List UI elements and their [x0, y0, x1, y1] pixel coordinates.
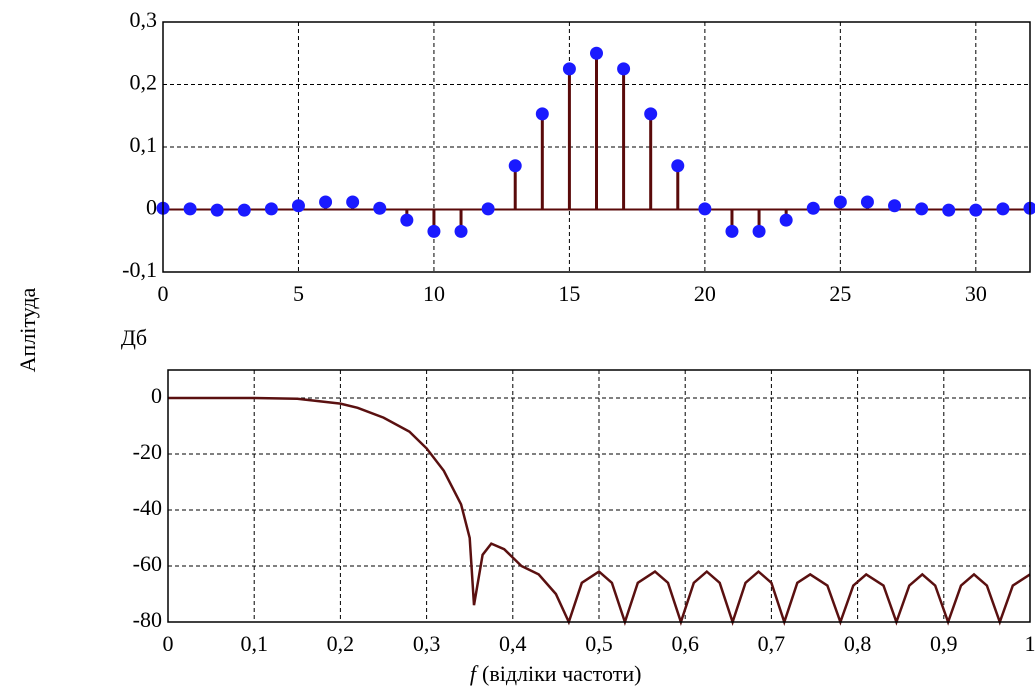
stem-marker: [454, 224, 468, 238]
plot-frame: [162, 21, 1031, 273]
x-tick-label: 0: [163, 631, 174, 656]
stem-marker: [942, 203, 956, 217]
x-tick-label: 10: [423, 281, 445, 306]
stem-marker: [860, 195, 874, 209]
stem-marker: [237, 203, 251, 217]
stem-marker: [264, 202, 278, 216]
stem-marker: [562, 62, 576, 76]
plot-frame: [167, 369, 1031, 623]
y-tick-label: 0,3: [130, 7, 158, 32]
stem-marker: [508, 159, 522, 173]
x-axis-label: (відліки частоти): [482, 661, 641, 686]
stem-marker: [400, 213, 414, 227]
x-tick-label: 15: [558, 281, 580, 306]
y-tick-label: -0,1: [122, 257, 157, 282]
stem-marker: [319, 195, 333, 209]
stem-marker: [969, 203, 983, 217]
stem-marker: [752, 224, 766, 238]
stem-marker: [698, 202, 712, 216]
x-tick-label: 5: [293, 281, 304, 306]
x-tick-label: 0,3: [413, 631, 441, 656]
stem-marker: [671, 159, 685, 173]
x-tick-label: 0,1: [240, 631, 268, 656]
stem-marker: [996, 202, 1010, 216]
stem-marker: [481, 202, 495, 216]
stem-marker: [915, 202, 929, 216]
stem-marker: [888, 199, 902, 213]
x-tick-label: 20: [694, 281, 716, 306]
stem-marker: [373, 201, 387, 215]
y-tick-label: -40: [133, 495, 162, 520]
x-tick-label: 0,7: [758, 631, 786, 656]
stem-marker: [779, 213, 793, 227]
x-tick-label: 0,2: [327, 631, 355, 656]
stem-marker: [183, 202, 197, 216]
stem-marker: [427, 224, 441, 238]
stem-marker: [346, 195, 360, 209]
stem-marker: [617, 62, 631, 76]
y-tick-label: -80: [133, 607, 162, 632]
stem-marker: [590, 46, 603, 60]
y-tick-label: 0: [151, 383, 162, 408]
x-tick-label: 0,9: [930, 631, 958, 656]
stem-marker: [535, 107, 549, 121]
x-tick-label: 0,6: [671, 631, 699, 656]
stem-marker: [725, 224, 739, 238]
response-line: [168, 396, 1031, 626]
stem-marker: [291, 199, 305, 213]
stem-marker: [210, 203, 224, 217]
y-tick-label: 0,1: [130, 132, 158, 157]
x-tick-label: 0,8: [844, 631, 872, 656]
x-axis-variable: f: [470, 661, 479, 686]
y-axis-unit: Дб: [121, 325, 147, 350]
y-tick-label: 0: [146, 195, 157, 220]
x-tick-label: 0: [158, 281, 169, 306]
stem-marker: [644, 107, 658, 121]
x-tick-label: 25: [829, 281, 851, 306]
x-tick-label: 1: [1025, 631, 1035, 656]
y-tick-label: -60: [133, 551, 162, 576]
y-tick-label: -20: [133, 439, 162, 464]
x-tick-label: 0,4: [499, 631, 527, 656]
x-tick-label: 0,5: [585, 631, 613, 656]
y-axis-label: Аплітуда: [15, 287, 40, 372]
stem-marker: [806, 201, 820, 215]
y-tick-label: 0,2: [130, 70, 158, 95]
x-tick-label: 30: [965, 281, 987, 306]
stem-marker: [833, 195, 847, 209]
